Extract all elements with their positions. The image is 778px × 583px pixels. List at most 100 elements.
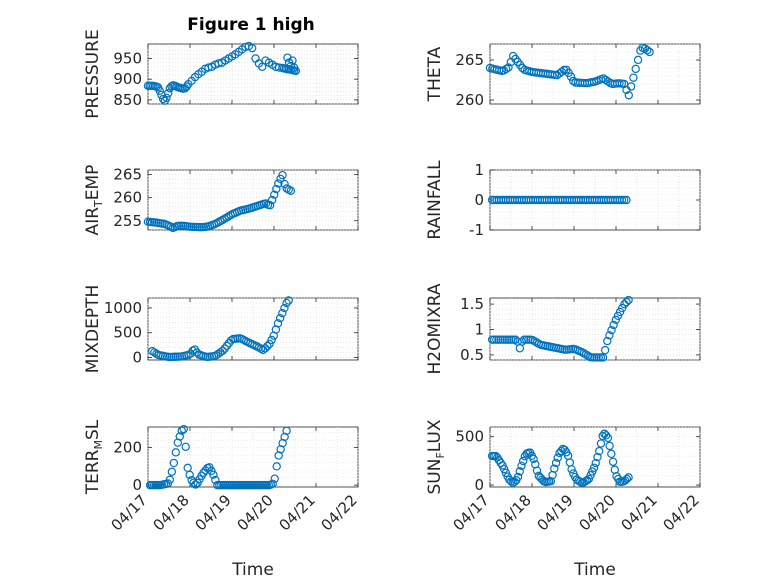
data-point — [519, 456, 528, 466]
data-point — [595, 446, 604, 456]
y-tick-label: 1 — [474, 161, 484, 179]
subplot-3: 255 260 265 AIRTEMP — [83, 165, 359, 235]
data-point — [166, 222, 175, 231]
data-point — [600, 345, 610, 355]
data-point — [598, 431, 607, 441]
y-tick-label: 900 — [113, 70, 142, 88]
y-tick-label: 265 — [455, 51, 484, 69]
data-point — [607, 325, 616, 335]
data-point — [622, 297, 631, 307]
data-point — [171, 448, 181, 457]
data-point — [622, 474, 632, 484]
data-point — [282, 298, 291, 308]
data-point — [553, 453, 562, 462]
data-point — [247, 43, 257, 53]
data-point — [579, 349, 589, 358]
data-point — [220, 214, 229, 223]
data-point — [605, 331, 614, 340]
data-point — [608, 457, 618, 466]
data-point — [631, 64, 640, 74]
data-point — [179, 424, 188, 434]
data-point — [155, 86, 164, 95]
data-point — [191, 480, 200, 489]
y-tick-label: 500 — [113, 324, 142, 342]
data-point — [175, 432, 184, 441]
y-axis-label-main: TERR — [83, 449, 103, 495]
data-point — [617, 195, 627, 205]
data-point — [209, 470, 218, 479]
data-point — [557, 446, 566, 456]
data-point — [624, 295, 633, 305]
x-tick-label: 04/21 — [618, 491, 661, 534]
data-point — [629, 73, 638, 82]
y-tick-label: 255 — [113, 212, 142, 230]
data-point — [270, 190, 279, 199]
y-axis-label: RAINFALL — [425, 160, 445, 240]
y-axis-label-sub: F — [434, 452, 447, 458]
data-point — [222, 213, 231, 222]
data-point — [261, 344, 270, 353]
data-point — [211, 475, 220, 485]
data-point — [532, 466, 542, 475]
y-axis-label-tail: LUX — [425, 419, 445, 452]
data-point — [607, 449, 616, 459]
data-point — [147, 346, 157, 356]
data-point — [204, 63, 213, 72]
x-tick-label: 04/19 — [192, 491, 235, 534]
data-point — [177, 426, 186, 435]
x-tick-label: 04/20 — [576, 491, 619, 534]
x-tick-label: 04/21 — [276, 491, 319, 534]
y-tick-label: 0 — [474, 476, 484, 494]
data-point — [609, 320, 618, 330]
subplot-2: 260 265 THETA — [425, 43, 701, 109]
data-point — [165, 475, 175, 484]
subplot-4: -1 0 1 RAINFALL — [425, 160, 701, 240]
data-point — [289, 63, 299, 72]
data-point — [282, 426, 291, 435]
data-point — [567, 465, 576, 474]
data-point — [169, 458, 179, 468]
data-point — [513, 472, 523, 482]
y-axis-label-tail: EMP — [83, 165, 103, 201]
y-tick-label: 260 — [113, 189, 142, 207]
data-point — [267, 335, 276, 345]
data-point — [272, 184, 281, 194]
data-point — [278, 308, 287, 318]
data-point — [518, 63, 527, 73]
data-point — [591, 458, 600, 468]
data-point — [214, 59, 223, 68]
figure-title: Figure 1 high — [187, 15, 315, 35]
data-point — [624, 473, 633, 482]
data-point — [272, 462, 281, 471]
y-tick-label: 850 — [113, 91, 142, 109]
data-point — [284, 296, 293, 305]
data-point — [645, 47, 654, 57]
data-point — [182, 82, 191, 91]
data-point — [501, 64, 511, 74]
y-axis-label: PRESSURE — [83, 29, 103, 118]
y-axis-label-tail: SL — [83, 419, 103, 440]
y-tick-label: 200 — [113, 439, 142, 457]
data-point — [620, 300, 629, 309]
data-point — [218, 346, 227, 356]
data-point — [593, 452, 602, 462]
data-point — [529, 454, 538, 464]
data-point — [528, 335, 537, 345]
y-tick-label: 260 — [455, 91, 484, 109]
data-point — [589, 463, 599, 472]
data-point — [273, 319, 283, 328]
data-point — [611, 315, 621, 325]
data-point — [546, 477, 556, 486]
data-point — [504, 63, 513, 72]
data-point — [626, 82, 636, 91]
x-tick-label: 04/18 — [492, 491, 535, 534]
x-axis-label: Time — [573, 560, 616, 580]
y-axis-label: SUNFLUX — [425, 419, 447, 494]
data-point — [633, 55, 643, 65]
data-point — [268, 479, 277, 489]
data-point — [263, 341, 272, 351]
data-point — [603, 433, 613, 443]
